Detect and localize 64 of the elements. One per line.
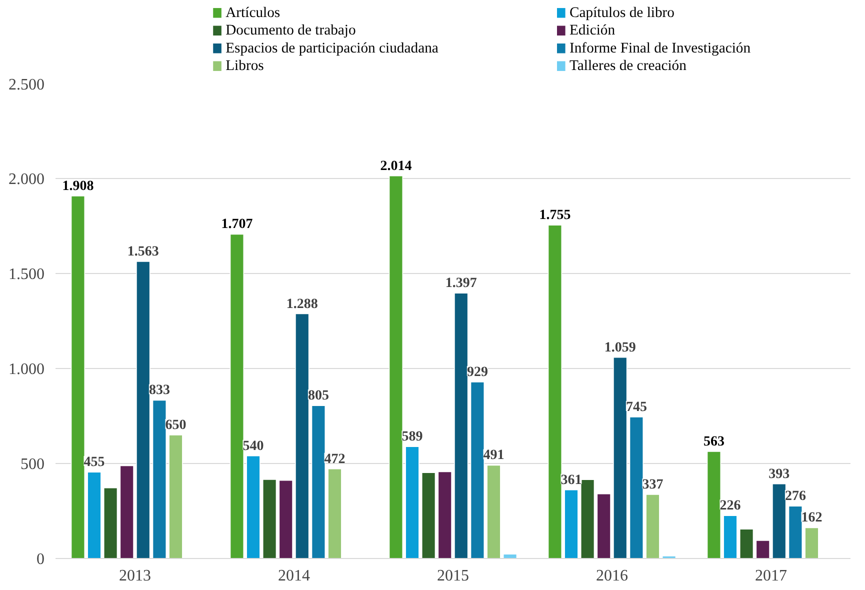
data-label: 1.707	[221, 217, 253, 232]
bar	[502, 554, 518, 558]
bar	[739, 528, 754, 558]
y-tick-label: 1.000	[8, 361, 44, 378]
bar	[438, 471, 452, 558]
legend-label: Edición	[569, 22, 616, 39]
data-label: 361	[560, 472, 582, 488]
bar	[486, 464, 501, 558]
data-label: 2.014	[380, 158, 412, 174]
data-label: 455	[84, 455, 105, 470]
bar	[103, 487, 118, 558]
data-label: 1.563	[127, 244, 159, 260]
data-label: 1.288	[286, 296, 318, 312]
bar	[246, 456, 260, 558]
bar	[87, 472, 102, 558]
data-label: 650	[165, 418, 186, 433]
data-label: 540	[242, 438, 264, 454]
x-tick-label: 2014	[278, 568, 310, 584]
data-label: 1.397	[445, 276, 477, 292]
data-label: 805	[308, 388, 329, 404]
x-tick-label: 2015	[437, 568, 469, 584]
y-tick-label: 2.500	[8, 76, 44, 94]
bar	[120, 465, 134, 558]
legend-label: Talleres de creación	[569, 58, 688, 74]
bar	[804, 527, 819, 558]
legend-label: Documento de trabajo	[226, 22, 356, 39]
y-tick-label: 0	[36, 551, 44, 568]
bar	[646, 494, 660, 558]
data-label: 589	[402, 430, 423, 445]
data-label: 393	[768, 466, 790, 482]
legend-label: Espacios de participación ciudadana	[226, 40, 439, 56]
data-label: 491	[483, 448, 504, 464]
x-tick-label: 2013	[119, 568, 151, 584]
bar	[723, 515, 738, 558]
legend-label: Informe Final de Investigación	[569, 40, 752, 56]
bar	[421, 472, 436, 558]
data-label: 929	[466, 364, 488, 380]
legend-label: Capítulos de libro	[569, 4, 675, 21]
y-tick-label: 500	[20, 456, 44, 473]
y-tick-label: 1.500	[8, 266, 44, 283]
bar	[168, 434, 183, 558]
data-label: 1.755	[539, 208, 571, 224]
legend-label: Artículos	[226, 4, 280, 21]
data-label: 226	[720, 498, 741, 514]
bar	[262, 479, 277, 558]
bar	[328, 468, 342, 558]
data-label: 833	[148, 383, 170, 398]
bar	[278, 480, 293, 558]
data-label: 1.059	[604, 340, 636, 356]
legend-label: Libros	[226, 58, 264, 74]
bar	[405, 446, 420, 558]
data-label: 472	[324, 452, 346, 467]
bar	[756, 540, 770, 558]
bar	[564, 490, 578, 558]
x-tick-label: 2017	[755, 568, 787, 584]
data-label: 337	[642, 477, 664, 492]
data-label: 745	[626, 400, 647, 415]
y-tick-label: 2.000	[8, 171, 44, 188]
data-label: 162	[801, 510, 822, 526]
bar	[596, 494, 611, 558]
x-tick-label: 2016	[596, 568, 628, 584]
data-label: 1.908	[62, 178, 94, 194]
data-label: 563	[703, 434, 724, 450]
data-label: 276	[784, 489, 806, 504]
